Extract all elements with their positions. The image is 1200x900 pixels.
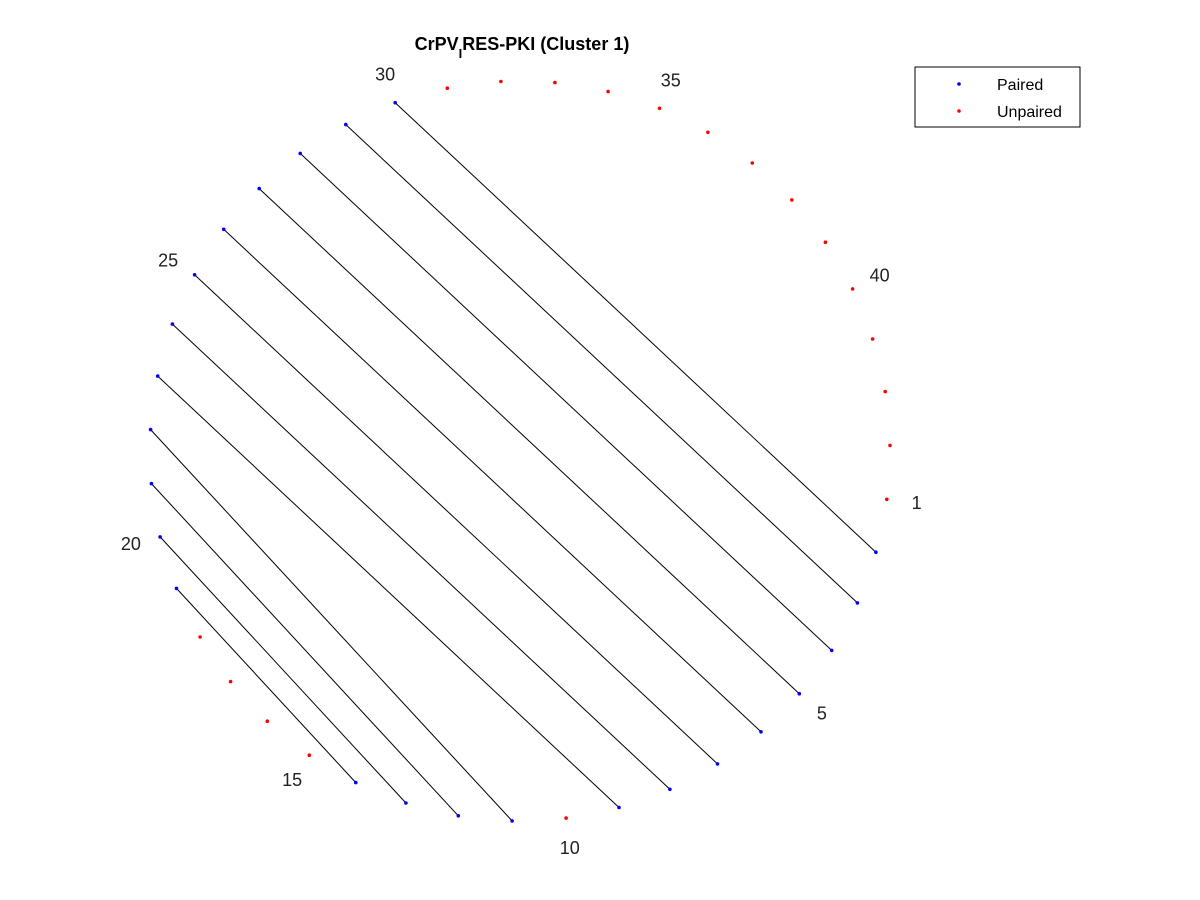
- paired-point: [257, 186, 262, 191]
- paired-point: [393, 100, 398, 105]
- pair-line: [345, 124, 858, 604]
- unpaired-point: [198, 635, 202, 639]
- paired-point: [797, 691, 802, 696]
- paired-point: [158, 535, 162, 539]
- unpaired-point: [885, 497, 889, 502]
- position-label: 15: [282, 770, 302, 790]
- unpaired-point: [888, 443, 892, 448]
- paired-point: [155, 374, 160, 378]
- paired-point: [404, 801, 408, 805]
- pair-lines: [150, 102, 877, 822]
- position-label: 30: [375, 64, 395, 84]
- legend-unpaired-marker: [957, 109, 961, 113]
- unpaired-point: [883, 389, 887, 394]
- paired-point: [148, 427, 153, 432]
- chart-title: CrPVIRES-PKI (Cluster 1): [415, 34, 630, 61]
- legend-paired-marker: [957, 82, 961, 86]
- unpaired-point: [870, 337, 875, 341]
- nucleotide-points: [148, 79, 892, 823]
- pair-line: [299, 153, 833, 651]
- unpaired-point: [790, 198, 794, 202]
- unpaired-point: [228, 679, 233, 684]
- paired-point: [354, 780, 358, 785]
- unpaired-point: [307, 753, 312, 757]
- pair-line: [258, 188, 800, 695]
- paired-point: [668, 787, 672, 792]
- position-label: 10: [560, 838, 580, 858]
- paired-point: [456, 814, 461, 818]
- legend: Paired Unpaired: [914, 66, 1081, 128]
- pair-line: [223, 228, 762, 733]
- paired-point: [829, 648, 834, 653]
- paired-point: [174, 586, 179, 591]
- paired-point: [149, 481, 154, 486]
- paired-point: [221, 227, 226, 232]
- unpaired-point: [265, 719, 270, 723]
- paired-point: [344, 122, 348, 127]
- legend-unpaired-label: Unpaired: [997, 104, 1062, 121]
- position-label: 40: [870, 266, 890, 286]
- unpaired-point: [750, 161, 755, 165]
- unpaired-point: [499, 79, 503, 84]
- paired-point: [170, 322, 175, 326]
- unpaired-point: [823, 240, 828, 244]
- position-label: 1: [912, 493, 922, 513]
- paired-point: [759, 730, 763, 734]
- unpaired-point: [445, 86, 450, 90]
- unpaired-point: [657, 106, 662, 111]
- unpaired-point: [606, 89, 610, 94]
- unpaired-point: [564, 816, 568, 820]
- paired-point: [874, 550, 878, 554]
- paired-point: [298, 151, 303, 156]
- position-label: 5: [817, 703, 827, 723]
- position-label: 35: [661, 71, 681, 91]
- unpaired-point: [850, 287, 855, 291]
- position-label: 25: [158, 251, 178, 271]
- paired-point: [617, 805, 621, 810]
- pair-line: [176, 588, 357, 783]
- unpaired-point: [553, 80, 557, 85]
- pair-line: [151, 483, 459, 817]
- paired-point: [510, 819, 514, 823]
- pair-line: [150, 429, 513, 822]
- pair-line: [194, 274, 718, 765]
- position-label: 20: [121, 534, 141, 554]
- legend-box: [914, 66, 1081, 128]
- paired-point: [192, 273, 197, 277]
- pair-line: [394, 102, 877, 553]
- pair-line: [159, 536, 407, 804]
- pair-line: [172, 323, 671, 790]
- legend-paired-label: Paired: [997, 77, 1043, 94]
- pair-line: [157, 375, 620, 808]
- paired-point: [715, 762, 720, 766]
- unpaired-point: [706, 130, 710, 135]
- paired-point: [855, 601, 860, 605]
